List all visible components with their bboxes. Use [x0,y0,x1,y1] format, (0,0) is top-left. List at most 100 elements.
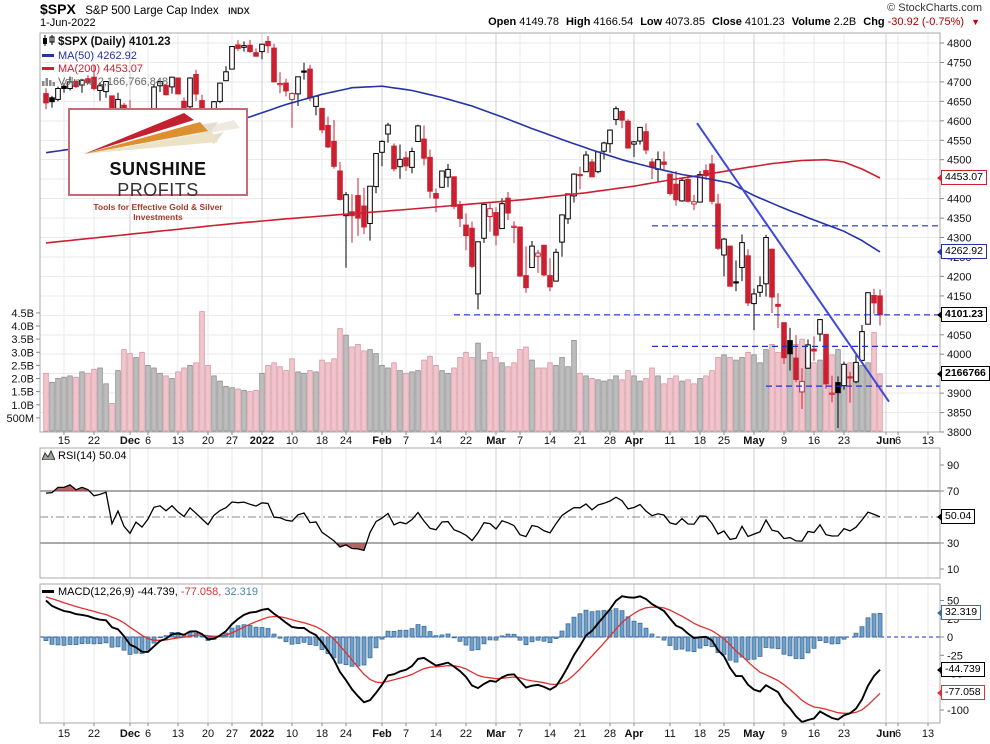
chart-header: $SPX S&P 500 Large Cap Index INDX [40,1,250,19]
svg-text:4.0B: 4.0B [11,321,34,333]
svg-text:13: 13 [172,435,184,447]
svg-text:10: 10 [286,728,298,740]
svg-text:4300: 4300 [947,233,971,245]
svg-text:18: 18 [694,728,706,740]
chg-value: -30.92 (-0.75%) [887,16,965,28]
svg-text:2022: 2022 [250,728,274,740]
svg-text:10: 10 [947,564,959,576]
svg-text:23: 23 [838,728,850,740]
svg-text:18: 18 [316,728,328,740]
svg-text:Jun: Jun [876,728,896,740]
svg-text:18: 18 [316,435,328,447]
copyright: © StockCharts.com [887,2,982,14]
svg-text:30: 30 [947,538,959,550]
date-axis-labels: 15 15 22 22 Dec Dec 6 6 13 13 20 20 27 27 2022 2022 10 10… [58,432,934,740]
svg-text:1.0B: 1.0B [11,400,34,412]
svg-text:22: 22 [460,728,472,740]
svg-text:Apr: Apr [625,435,645,447]
svg-text:4.5B: 4.5B [11,308,34,320]
sunshine-profits-logo: SUNSHINE PROFITS Tools for Effective Gol… [68,108,248,222]
svg-text:15: 15 [58,435,70,447]
svg-text:18: 18 [694,435,706,447]
svg-text:4600: 4600 [947,116,971,128]
svg-text:2.0B: 2.0B [11,374,34,386]
ma200-callout: 4453.07 [937,170,987,185]
exchange-label: INDX [228,6,250,16]
symbol: $SPX [40,1,76,17]
svg-text:4050: 4050 [947,330,971,342]
svg-text:24: 24 [340,728,352,740]
svg-text:9: 9 [781,728,787,740]
svg-text:4000: 4000 [947,349,971,361]
svg-text:3.0B: 3.0B [11,347,34,359]
high-value: 4166.54 [593,16,634,28]
svg-text:25: 25 [718,435,730,447]
svg-text:27: 27 [226,728,238,740]
price-levels [454,225,940,387]
rsi-line [45,484,881,552]
rsi-callout: 50.04 [936,509,976,524]
logo-arrows-icon [84,113,240,154]
quote-date: 1-Jun-2022 [40,17,96,29]
svg-text:6: 6 [895,435,901,447]
logo-tagline: Tools for Effective Gold & Silver Invest… [93,202,223,222]
open-value: 4149.78 [519,16,559,28]
svg-text:Mar: Mar [486,728,506,740]
svg-text:7: 7 [517,435,523,447]
svg-text:2022: 2022 [250,435,274,447]
svg-text:9: 9 [781,435,787,447]
svg-text:3900: 3900 [947,388,971,400]
macd-signal-callout: -77.058 [937,685,985,700]
svg-text:70: 70 [947,486,959,498]
svg-text:4400: 4400 [947,194,971,206]
svg-text:90: 90 [947,460,959,472]
chg-label: Chg [863,16,885,28]
svg-text:May: May [743,435,765,447]
svg-text:27: 27 [226,435,238,447]
ma200-line [45,158,881,244]
svg-text:10: 10 [286,435,298,447]
svg-text:6: 6 [145,728,151,740]
svg-text:28: 28 [604,728,616,740]
svg-text:3.5B: 3.5B [11,334,34,346]
svg-text:11: 11 [664,435,675,447]
chg-down-arrow-icon: ▼ [971,17,980,27]
svg-text:4500: 4500 [947,155,971,167]
svg-text:May: May [743,728,765,740]
svg-text:Feb: Feb [372,435,392,447]
svg-text:22: 22 [88,728,100,740]
svg-text:2.5B: 2.5B [11,360,34,372]
svg-text:Mar: Mar [486,435,506,447]
svg-text:7: 7 [517,728,523,740]
svg-text:Apr: Apr [625,728,645,740]
symbol-name: S&P 500 Large Cap Index [85,5,219,17]
close-value: 4101.23 [744,16,785,28]
rsi-axis-labels: 90 70 30 10 [940,460,959,576]
svg-text:4650: 4650 [947,96,971,108]
svg-text:23: 23 [838,435,850,447]
ma50-callout: 4262.92 [937,244,987,259]
low-label: Low [640,16,663,28]
logo-title-bold: SUNSHINE [109,159,207,179]
svg-text:25: 25 [718,728,730,740]
svg-text:0: 0 [947,632,953,644]
close-label: Close [711,16,742,28]
svg-text:4200: 4200 [947,271,971,283]
svg-text:13: 13 [922,435,934,447]
svg-text:21: 21 [574,728,586,740]
volume-value: 2.2B [833,16,857,28]
macd-signal-line [45,596,881,714]
svg-text:20: 20 [202,728,214,740]
svg-text:500M: 500M [6,413,34,425]
svg-text:16: 16 [808,728,820,740]
svg-text:15: 15 [58,728,70,740]
svg-text:Feb: Feb [372,728,392,740]
macd-hist-callout: 32.319 [936,605,982,620]
svg-text:Jun: Jun [876,435,896,447]
svg-text:1.5B: 1.5B [11,387,34,399]
svg-text:6: 6 [145,435,151,447]
macd-histogram [43,608,883,667]
volume-callout: 2166766 [937,366,990,381]
